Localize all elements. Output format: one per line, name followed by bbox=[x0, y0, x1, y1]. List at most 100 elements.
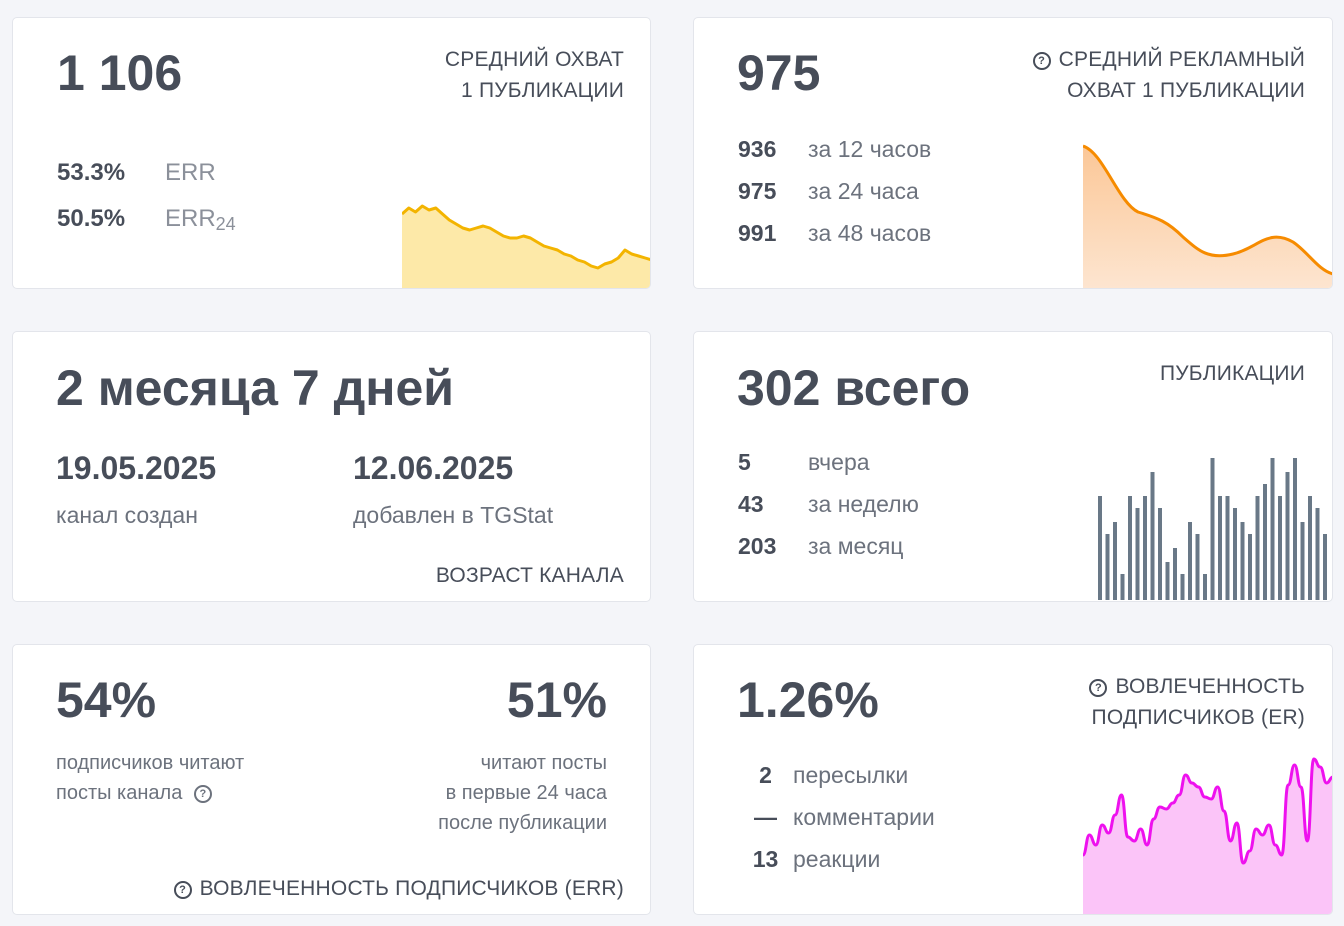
publication-bar bbox=[1233, 508, 1237, 600]
ad-reach-stats: 936 за 12 часов 975 за 24 часа 991 за 48 ча… bbox=[738, 136, 931, 262]
er-sparkline bbox=[1083, 757, 1332, 914]
err-card: 54% подписчиков читают посты канала ? 51… bbox=[12, 644, 651, 915]
added-date: 12.06.2025 bbox=[353, 450, 514, 486]
avg-ad-reach-caption-line2: ОХВАТ 1 ПУБЛИКАЦИИ bbox=[1067, 79, 1305, 102]
publications-caption: ПУБЛИКАЦИИ bbox=[1159, 362, 1305, 385]
err24-readers-value: 51% bbox=[506, 672, 607, 728]
err-caption: ? ВОВЛЕЧЕННОСТЬ ПОДПИСЧИКОВ (ERR) bbox=[173, 873, 624, 904]
help-icon[interactable]: ? bbox=[1032, 52, 1051, 70]
publication-bar bbox=[1210, 458, 1215, 600]
publication-bar bbox=[1225, 496, 1230, 600]
stat-number: 13 bbox=[752, 846, 779, 872]
avg-reach-card: 1 106 СРЕДНИЙ ОХВАТ 1 ПУБЛИКАЦИИ 53.3% ER… bbox=[12, 17, 651, 289]
publications-bar-chart bbox=[1098, 458, 1327, 600]
err-value: 53.3% bbox=[57, 159, 126, 186]
publication-bar bbox=[1143, 496, 1147, 600]
posts-week: 43 за неделю bbox=[738, 491, 919, 533]
avg-reach-value: 1 106 bbox=[57, 45, 183, 101]
err-row: 53.3% ERR bbox=[57, 159, 216, 187]
publications-card: 302 всего ПУБЛИКАЦИИ 5 вчера 43 за неделю … bbox=[693, 331, 1333, 602]
publication-bar bbox=[1278, 496, 1282, 600]
stat-label: реакции bbox=[793, 846, 881, 872]
publication-bar bbox=[1150, 472, 1155, 600]
publication-bar bbox=[1285, 472, 1290, 600]
publication-bar bbox=[1195, 534, 1200, 600]
err24-label: ERR bbox=[165, 205, 216, 232]
stat-number: 43 bbox=[738, 491, 764, 517]
publication-bar bbox=[1113, 522, 1117, 600]
avg-reach-caption: СРЕДНИЙ ОХВАТ 1 ПУБЛИКАЦИИ bbox=[445, 44, 624, 106]
ad-reach-stat-12h: 936 за 12 часов bbox=[738, 136, 931, 178]
ad-reach-curve bbox=[1083, 144, 1332, 288]
publication-bar bbox=[1248, 534, 1252, 600]
stat-label: комментарии bbox=[793, 804, 935, 830]
err24-value: 50.5% bbox=[57, 205, 126, 232]
publication-bar bbox=[1098, 496, 1102, 600]
help-icon[interactable]: ? bbox=[173, 881, 192, 899]
avg-ad-reach-card: 975 ? СРЕДНИЙ РЕКЛАМНЫЙ ОХВАТ 1 ПУБЛИКАЦИ… bbox=[693, 17, 1333, 289]
publications-stats: 5 вчера 43 за неделю 203 за месяц bbox=[738, 449, 919, 575]
created-date: 19.05.2025 bbox=[56, 450, 217, 486]
avg-reach-caption-line2: 1 ПУБЛИКАЦИИ bbox=[461, 79, 624, 102]
help-icon[interactable]: ? bbox=[1089, 679, 1108, 697]
err-readers-label: подписчиков читают посты канала ? bbox=[56, 748, 244, 808]
stat-number: 203 bbox=[738, 533, 777, 559]
err24-label-line3: после публикации bbox=[438, 812, 607, 834]
reach-line bbox=[402, 204, 650, 270]
publications-total-text: 302 всего bbox=[737, 360, 971, 416]
reach-sparkline bbox=[402, 204, 650, 288]
stat-label: вчера bbox=[808, 449, 870, 475]
stat-number: 991 bbox=[738, 220, 777, 246]
posts-month: 203 за месяц bbox=[738, 533, 919, 575]
publication-bar bbox=[1300, 522, 1305, 600]
err-readers-label-line1: подписчиков читают bbox=[56, 752, 245, 774]
created-label: канал создан bbox=[56, 502, 198, 528]
ad-reach-stat-48h: 991 за 48 часов bbox=[738, 220, 931, 262]
publication-bar bbox=[1240, 522, 1245, 600]
help-icon[interactable]: ? bbox=[193, 785, 212, 803]
ad-reach-area bbox=[1083, 146, 1332, 288]
err-readers-label-line2: посты канала bbox=[56, 782, 183, 804]
avg-reach-caption-line1: СРЕДНИЙ ОХВАТ bbox=[444, 48, 624, 71]
stat-number: 936 bbox=[738, 136, 777, 162]
err-readers-value: 54% bbox=[56, 672, 157, 728]
err24-subscript: 24 bbox=[215, 214, 236, 235]
stat-label: за 12 часов bbox=[808, 136, 932, 162]
er-caption: ? ВОВЛЕЧЕННОСТЬ ПОДПИСЧИКОВ (ER) bbox=[1089, 671, 1305, 733]
added-label: добавлен в TGStat bbox=[353, 502, 554, 528]
publication-bar bbox=[1105, 534, 1110, 600]
posts-yesterday: 5 вчера bbox=[738, 449, 919, 491]
err24-readers-label: читают посты в первые 24 часа после публ… bbox=[438, 748, 607, 838]
err-label: ERR bbox=[165, 159, 216, 186]
stat-label: за месяц bbox=[808, 533, 904, 559]
publication-bar bbox=[1203, 574, 1207, 600]
publication-bar bbox=[1270, 458, 1275, 600]
stat-label: за 24 часа bbox=[808, 178, 919, 204]
er-caption-line2: ПОДПИСЧИКОВ (ER) bbox=[1091, 706, 1305, 729]
publication-bar bbox=[1255, 496, 1260, 600]
avg-ad-reach-value: 975 bbox=[737, 45, 821, 101]
publication-bar bbox=[1188, 522, 1192, 600]
avg-ad-reach-caption-line1: СРЕДНИЙ РЕКЛАМНЫЙ bbox=[1058, 48, 1305, 71]
publication-bar bbox=[1293, 458, 1297, 600]
publication-bar bbox=[1165, 562, 1170, 600]
er-forwards: 2 пересылки bbox=[738, 762, 935, 804]
ad-reach-stat-24h: 975 за 24 часа bbox=[738, 178, 931, 220]
publication-bar bbox=[1128, 496, 1132, 600]
reach-area bbox=[402, 206, 650, 288]
publication-bar bbox=[1180, 574, 1185, 600]
err24-label-line1: читают посты bbox=[480, 752, 607, 774]
channel-age-value: 2 месяца 7 дней bbox=[56, 360, 455, 416]
avg-ad-reach-caption: ? СРЕДНИЙ РЕКЛАМНЫЙ ОХВАТ 1 ПУБЛИКАЦИИ bbox=[1032, 44, 1305, 106]
er-stats: 2 пересылки — комментарии 13 реакции bbox=[738, 762, 935, 888]
er-comments: — комментарии bbox=[738, 804, 935, 846]
publication-bar bbox=[1120, 574, 1125, 600]
err24-row: 50.5% ERR24 bbox=[57, 205, 236, 235]
publications-total: 302 всего bbox=[737, 363, 970, 413]
er-line bbox=[1083, 757, 1332, 865]
ad-reach-line bbox=[1083, 144, 1332, 276]
stat-label: пересылки bbox=[793, 762, 909, 788]
channel-age-card: 2 месяца 7 дней 19.05.2025 канал создан … bbox=[12, 331, 651, 602]
publication-bar bbox=[1323, 534, 1327, 600]
er-area bbox=[1083, 759, 1332, 914]
